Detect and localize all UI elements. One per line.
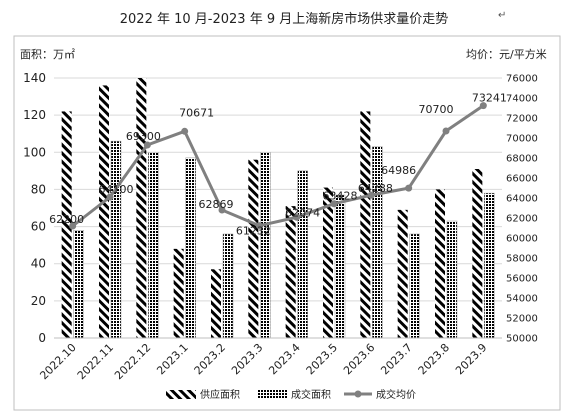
legend-label-supply: 供应面积 bbox=[200, 388, 240, 401]
legend-swatch-deal bbox=[257, 390, 287, 399]
x-tick-label: 2023.5 bbox=[304, 341, 340, 377]
legend-swatch-supply bbox=[166, 390, 196, 399]
x-tick-label: 2023.8 bbox=[416, 341, 452, 377]
price-data-label: 62200 bbox=[49, 213, 84, 226]
price-data-label: 70700 bbox=[419, 103, 454, 116]
supply-bar bbox=[211, 269, 221, 338]
supply-bar bbox=[136, 78, 147, 338]
price-data-label: 64288 bbox=[358, 182, 393, 195]
x-tick-label: 2023.7 bbox=[378, 341, 414, 377]
right-tick-label: 52000 bbox=[506, 314, 538, 325]
right-tick-label: 70000 bbox=[506, 134, 538, 145]
right-tick-label: 54000 bbox=[506, 294, 538, 305]
price-label-group: 62200 64100 69300 70671 62869 61232 6207463428… bbox=[49, 92, 507, 238]
price-data-label: 64100 bbox=[99, 183, 134, 196]
left-tick-label: 140 bbox=[23, 71, 46, 85]
right-tick-label: 58000 bbox=[506, 254, 538, 265]
x-tick-label: 2022.12 bbox=[112, 341, 153, 382]
supply-bar bbox=[99, 85, 109, 338]
supply-bar bbox=[435, 189, 445, 338]
deal-bar bbox=[446, 220, 458, 339]
left-axis-label: 面积：万㎡ bbox=[20, 48, 75, 61]
deal-bar bbox=[73, 230, 84, 339]
price-point bbox=[181, 127, 189, 135]
deal-bar bbox=[222, 233, 234, 339]
price-data-label: 63428 bbox=[323, 190, 358, 203]
x-tick-label: 2023.4 bbox=[266, 341, 302, 377]
right-tick-label: 64000 bbox=[506, 194, 538, 205]
price-data-label: 73241 bbox=[472, 92, 507, 105]
price-line-group bbox=[69, 102, 487, 230]
supply-bar bbox=[397, 209, 408, 338]
price-point bbox=[218, 206, 226, 214]
price-point bbox=[106, 193, 114, 201]
left-tick-label: 100 bbox=[23, 145, 46, 159]
supply-bar bbox=[173, 248, 184, 338]
left-tick-label: 120 bbox=[23, 108, 46, 122]
right-tick-label: 66000 bbox=[506, 174, 538, 185]
supply-bar bbox=[360, 111, 371, 338]
price-point bbox=[69, 222, 77, 230]
legend: 供应面积 成交面积 成交均价 bbox=[166, 388, 416, 401]
deal-bar bbox=[334, 194, 346, 339]
deal-bar bbox=[148, 152, 159, 339]
right-tick-label: 72000 bbox=[506, 114, 538, 125]
left-tick-label: 20 bbox=[31, 294, 46, 308]
legend-label-price: 成交均价 bbox=[376, 388, 416, 401]
deal-bar bbox=[409, 233, 420, 339]
price-data-label: 69300 bbox=[126, 130, 161, 143]
legend-swatch-price-point bbox=[354, 390, 362, 398]
deal-bar bbox=[110, 140, 122, 339]
supply-bar bbox=[285, 206, 296, 338]
x-tick-label: 2022.10 bbox=[37, 341, 78, 382]
price-data-label: 62074 bbox=[285, 206, 320, 219]
left-tick-label: 40 bbox=[31, 257, 46, 271]
price-point bbox=[143, 141, 151, 149]
x-tick-label: 2023.6 bbox=[341, 341, 377, 377]
legend-label-deal: 成交面积 bbox=[291, 388, 331, 401]
price-line bbox=[71, 104, 485, 228]
price-data-label: 62869 bbox=[199, 198, 234, 211]
x-tick-label: 2023.2 bbox=[192, 341, 228, 377]
price-point bbox=[479, 102, 487, 110]
right-tick-label: 74000 bbox=[506, 94, 538, 105]
price-point bbox=[293, 213, 301, 221]
x-tick-label: 2023.1 bbox=[154, 341, 190, 377]
deal-bar bbox=[484, 192, 495, 339]
chart-title: 2022 年 10 月-2023 年 9 月上海新房市场供求量价走势 bbox=[119, 12, 449, 27]
supply-bar bbox=[248, 159, 259, 338]
x-tick-label: 2023.3 bbox=[229, 341, 265, 377]
price-point bbox=[405, 184, 413, 192]
price-data-label: 70671 bbox=[179, 106, 214, 119]
right-tick-label: 50000 bbox=[506, 334, 538, 345]
price-point bbox=[367, 191, 375, 199]
chart-frame bbox=[13, 35, 561, 411]
price-point bbox=[255, 222, 263, 230]
deal-bar bbox=[297, 170, 308, 339]
left-tick-label: 80 bbox=[31, 182, 46, 196]
right-axis-label: 均价：元/平方米 bbox=[466, 48, 547, 61]
price-point bbox=[330, 200, 338, 208]
left-tick-label: 60 bbox=[31, 220, 46, 234]
supply-bar bbox=[61, 111, 72, 338]
price-data-label: 61232 bbox=[236, 225, 271, 238]
supply-bar bbox=[472, 169, 483, 338]
bar-group bbox=[61, 78, 495, 339]
left-tick-label: 0 bbox=[38, 331, 46, 345]
right-tick-label: 62000 bbox=[506, 214, 538, 225]
x-tick-label: 2022.11 bbox=[75, 341, 116, 382]
x-tick-label: 2023.9 bbox=[453, 341, 489, 377]
price-data-label: 64986 bbox=[381, 164, 416, 177]
right-tick-label: 56000 bbox=[506, 274, 538, 285]
supply-bar bbox=[323, 187, 333, 338]
title-return-mark: ↵ bbox=[498, 10, 507, 21]
price-point bbox=[442, 127, 450, 135]
deal-bar bbox=[185, 157, 196, 339]
right-tick-label: 76000 bbox=[506, 74, 538, 85]
right-tick-label: 68000 bbox=[506, 154, 538, 165]
right-tick-label: 60000 bbox=[506, 234, 538, 245]
deal-bar bbox=[260, 152, 271, 339]
